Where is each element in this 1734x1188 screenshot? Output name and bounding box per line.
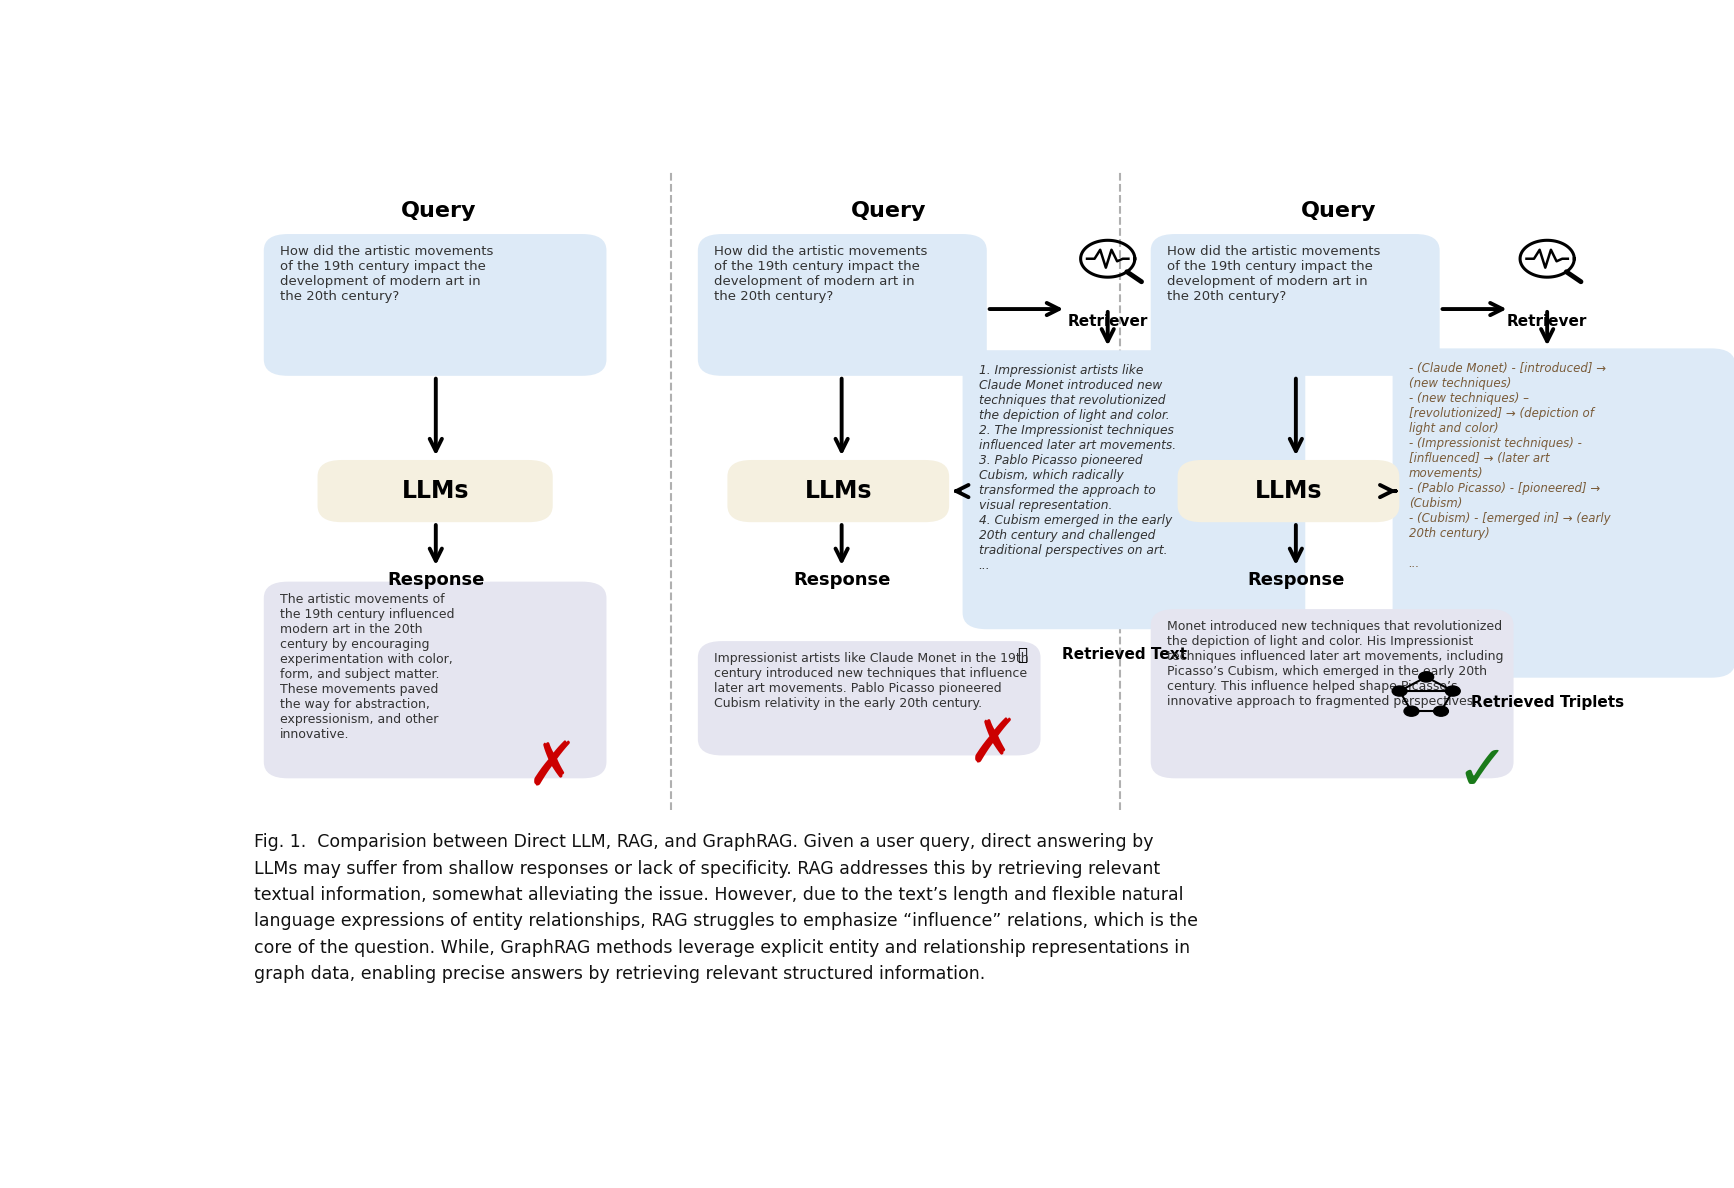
FancyBboxPatch shape [1392, 348, 1734, 677]
Text: ✗: ✗ [527, 740, 579, 798]
Text: 1. Impressionist artists like
Claude Monet introduced new
techniques that revolu: 1. Impressionist artists like Claude Mon… [978, 364, 1176, 571]
FancyBboxPatch shape [1151, 234, 1439, 375]
Text: Fig. 1.  Comparision between Direct LLM, RAG, and GraphRAG. Given a user query, : Fig. 1. Comparision between Direct LLM, … [255, 833, 1198, 984]
Text: Query: Query [851, 201, 926, 221]
FancyBboxPatch shape [1151, 609, 1514, 778]
Text: ✓: ✓ [1457, 741, 1509, 803]
Text: How did the artistic movements
of the 19th century impact the
development of mod: How did the artistic movements of the 19… [714, 245, 928, 303]
Text: Query: Query [1300, 201, 1377, 221]
Text: How did the artistic movements
of the 19th century impact the
development of mod: How did the artistic movements of the 19… [1167, 245, 1380, 303]
Text: ✗: ✗ [968, 716, 1020, 776]
Text: Retrieved Triplets: Retrieved Triplets [1470, 695, 1623, 710]
FancyBboxPatch shape [317, 460, 553, 523]
FancyBboxPatch shape [962, 350, 1306, 630]
Text: Query: Query [401, 201, 477, 221]
Circle shape [1446, 685, 1460, 696]
Text: Response: Response [792, 570, 890, 589]
Text: Impressionist artists like Claude Monet in the 19th
century introduced new techn: Impressionist artists like Claude Monet … [714, 652, 1028, 710]
FancyBboxPatch shape [728, 460, 948, 523]
FancyBboxPatch shape [264, 582, 607, 778]
FancyBboxPatch shape [697, 642, 1040, 756]
Text: Monet introduced new techniques that revolutionized
the depiction of light and c: Monet introduced new techniques that rev… [1167, 620, 1503, 708]
FancyBboxPatch shape [1177, 460, 1399, 523]
Circle shape [1434, 706, 1448, 716]
Text: LLMs: LLMs [1255, 479, 1323, 503]
Text: Response: Response [387, 570, 484, 589]
Text: Retriever: Retriever [1068, 314, 1148, 329]
FancyBboxPatch shape [697, 234, 987, 375]
Text: 📄: 📄 [1016, 646, 1027, 664]
Text: LLMs: LLMs [805, 479, 872, 503]
Text: Retriever: Retriever [1507, 314, 1587, 329]
Text: Retrieved Text: Retrieved Text [1061, 647, 1188, 663]
Text: The artistic movements of
the 19th century influenced
modern art in the 20th
cen: The artistic movements of the 19th centu… [279, 593, 454, 740]
Text: How did the artistic movements
of the 19th century impact the
development of mod: How did the artistic movements of the 19… [279, 245, 492, 303]
Text: Response: Response [1247, 570, 1344, 589]
Circle shape [1392, 685, 1406, 696]
Text: - (Claude Monet) - [introduced] →
(new techniques)
- (new techniques) –
[revolut: - (Claude Monet) - [introduced] → (new t… [1408, 362, 1611, 570]
Circle shape [1405, 706, 1418, 716]
FancyBboxPatch shape [264, 234, 607, 375]
Text: LLMs: LLMs [401, 479, 468, 503]
Circle shape [1418, 672, 1434, 682]
